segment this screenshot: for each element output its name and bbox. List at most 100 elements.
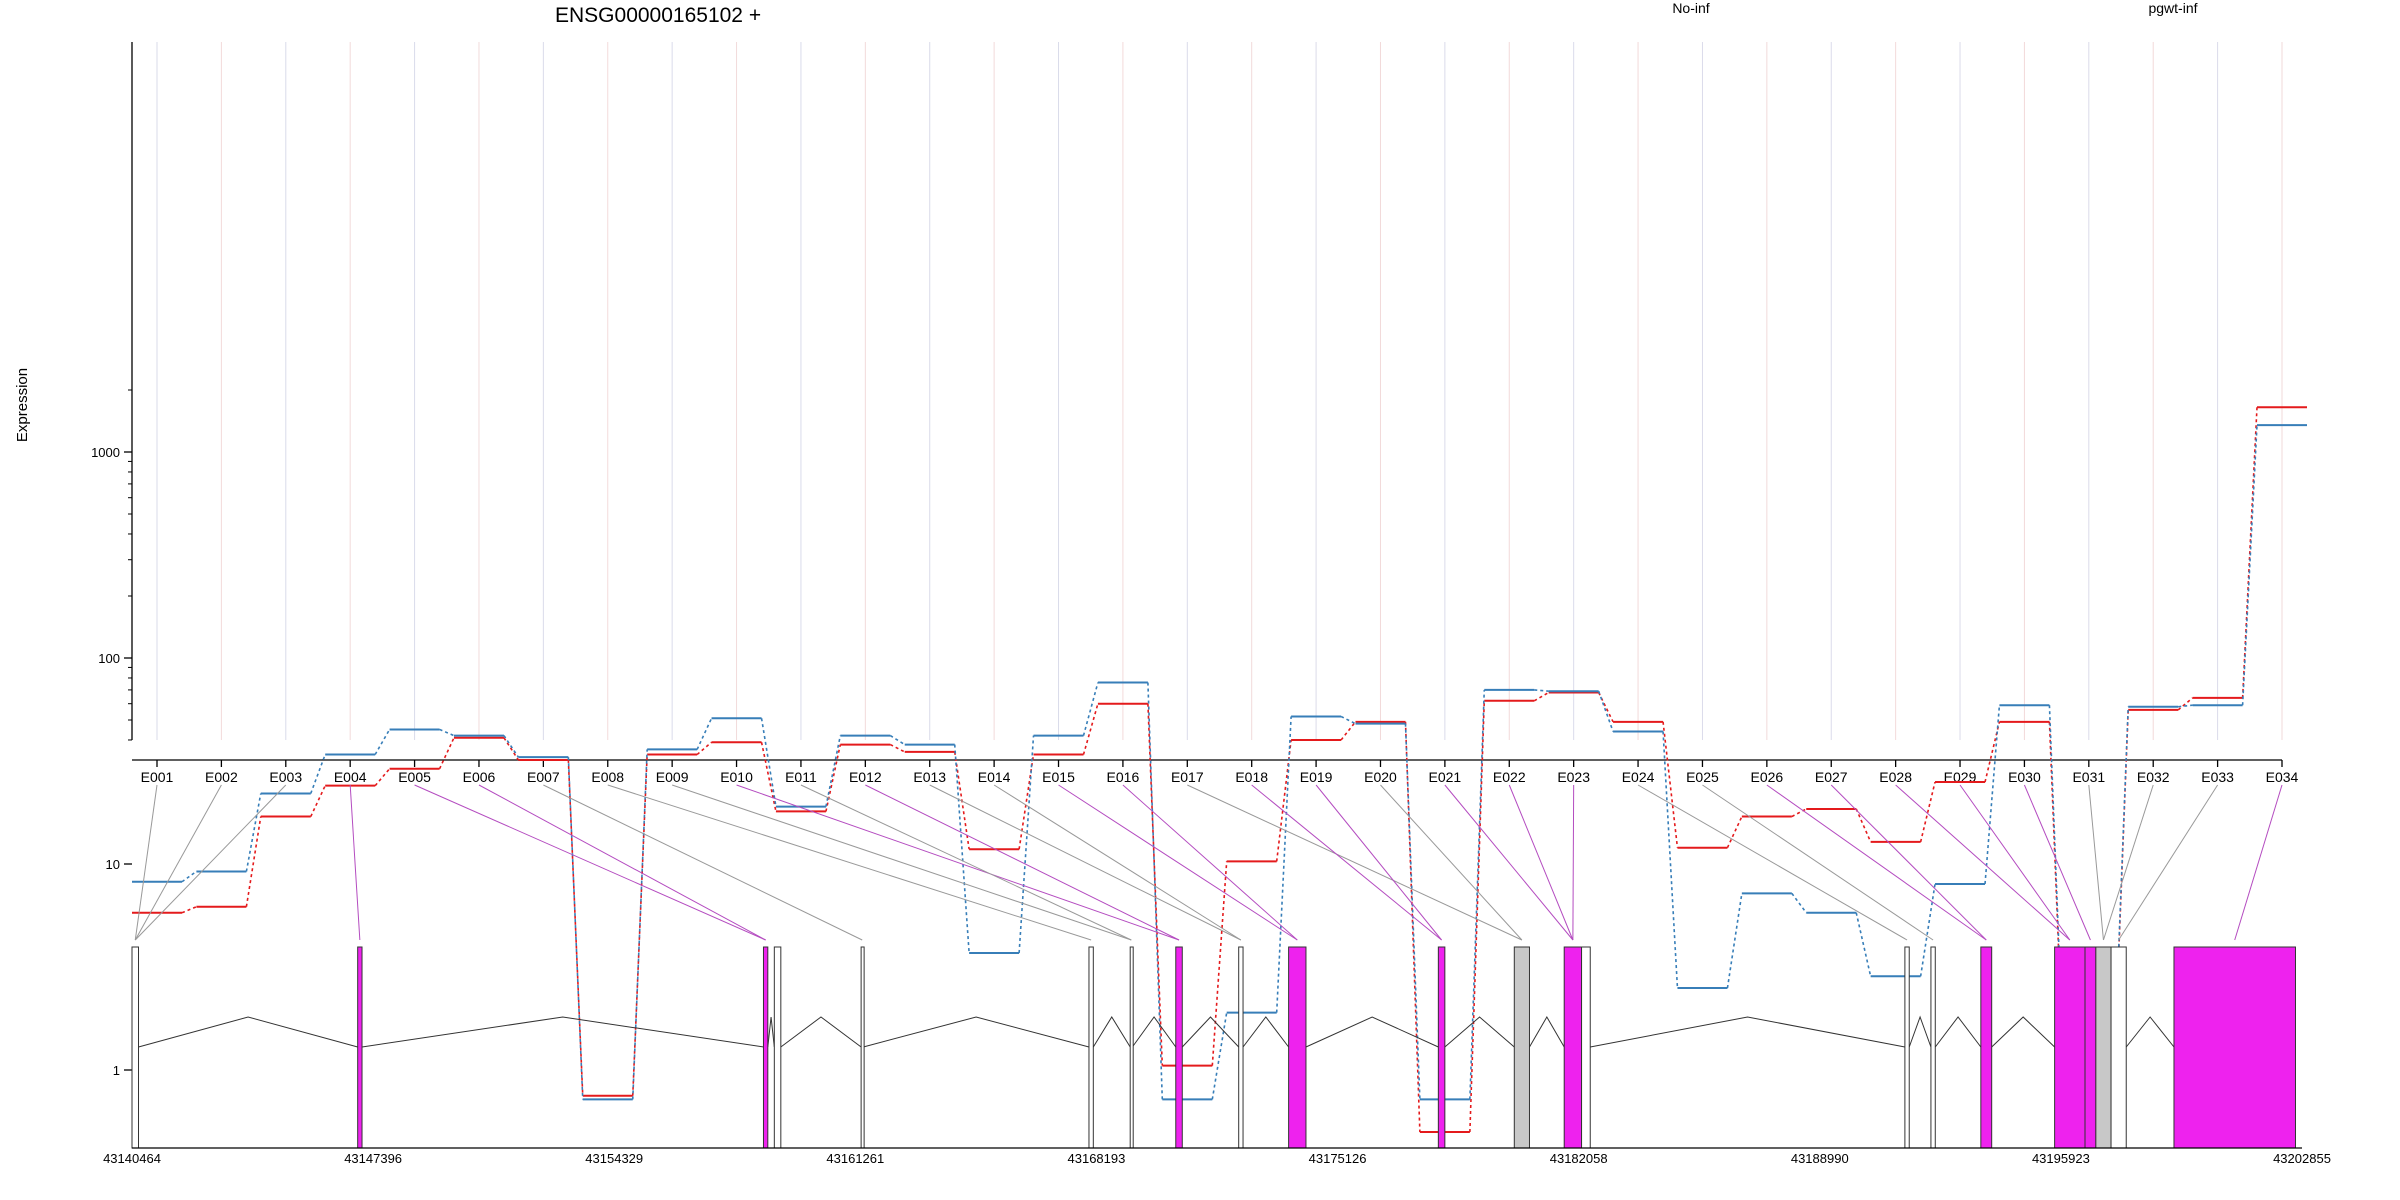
- series-connector: [503, 735, 520, 758]
- series-connector: [1597, 690, 1614, 732]
- exon-connector: [134, 784, 222, 941]
- y-axis-title: Expression: [14, 368, 31, 442]
- series-connector: [1469, 689, 1486, 1100]
- intron-line: [1590, 1016, 1905, 1048]
- x-tick-label: E015: [1042, 769, 1075, 785]
- x-tick-label: E016: [1107, 769, 1140, 785]
- x-tick-label: E025: [1686, 769, 1719, 785]
- intron-line: [1305, 1016, 1439, 1048]
- exon-connector: [993, 784, 1242, 941]
- series-connector: [1340, 715, 1356, 725]
- series-connector: [1018, 735, 1035, 954]
- genome-tick-label: 43195923: [2032, 1151, 2090, 1166]
- exon-box: [1437, 946, 1446, 1149]
- exon-box: [762, 946, 769, 1149]
- exon-box: [2110, 946, 2127, 1149]
- exon-connector: [349, 784, 361, 941]
- series-connector: [1662, 731, 1679, 989]
- x-tick-label: E014: [978, 769, 1011, 785]
- x-tick-label: E021: [1429, 769, 1462, 785]
- intron-line: [1092, 1016, 1131, 1048]
- series-connector: [1404, 721, 1421, 1133]
- exon-connector: [2088, 784, 2104, 941]
- intron-line: [767, 1016, 775, 1048]
- series-connector: [1534, 689, 1549, 692]
- series-connector: [631, 749, 648, 1100]
- series-connector: [1082, 703, 1099, 755]
- exon-connector: [1830, 784, 1987, 941]
- genome-tick-label: 43140464: [103, 1151, 161, 1166]
- x-tick-label: E012: [849, 769, 882, 785]
- exon-connector: [1251, 784, 1442, 941]
- series-connector: [1533, 691, 1550, 702]
- legend-label-pgwt-inf: pgwt-inf: [2148, 0, 2197, 16]
- exon-box: [1175, 946, 1183, 1149]
- x-tick-label: E020: [1364, 769, 1397, 785]
- series-connector: [2178, 704, 2193, 708]
- exon-box: [2054, 946, 2086, 1149]
- x-tick-label: E024: [1622, 769, 1655, 785]
- x-tick-label: E026: [1750, 769, 1783, 785]
- series-connector: [2241, 425, 2258, 706]
- exon-connector: [134, 784, 158, 941]
- exon-connector: [1766, 784, 1987, 941]
- series-connector: [181, 906, 197, 914]
- series-connector: [1340, 721, 1357, 741]
- exon-box: [2084, 946, 2097, 1149]
- exon-box: [1288, 946, 1307, 1149]
- exon-connector: [1895, 784, 2071, 941]
- series-connector: [825, 735, 842, 807]
- chart-title: ENSG00000165102 +: [555, 4, 761, 27]
- x-tick-label: E027: [1815, 769, 1848, 785]
- x-tick-label: E019: [1300, 769, 1333, 785]
- genome-tick-label: 43182058: [1550, 1151, 1608, 1166]
- exon-connector: [2023, 784, 2091, 941]
- series-connector: [181, 870, 197, 883]
- exon-connector: [1959, 784, 2071, 941]
- exon-box: [2095, 946, 2112, 1149]
- legend-label-no-inf: No-inf: [1672, 0, 1709, 16]
- x-tick-label: E003: [269, 769, 302, 785]
- y-tick-label: 10: [106, 857, 120, 872]
- series-connector: [889, 743, 906, 753]
- x-tick-label: E010: [720, 769, 753, 785]
- x-tick-label: E033: [2201, 769, 2234, 785]
- x-tick-label: E008: [591, 769, 624, 785]
- genome-tick-label: 43188990: [1791, 1151, 1849, 1166]
- series-connector: [1791, 892, 1807, 914]
- series-connector: [825, 744, 842, 812]
- series-connector: [1275, 716, 1292, 1013]
- genome-tick-label: 43154329: [585, 1151, 643, 1166]
- x-tick-label: E034: [2266, 769, 2299, 785]
- x-tick-label: E001: [141, 769, 174, 785]
- exon-connector: [1187, 784, 1523, 941]
- series-connector: [1919, 781, 1936, 843]
- intron-line: [863, 1016, 1090, 1048]
- series-connector: [245, 793, 262, 872]
- intron-line: [1242, 1016, 1290, 1048]
- intron-line: [1529, 1016, 1565, 1048]
- exon-connector: [1572, 784, 1575, 941]
- genome-tick-label: 43175126: [1309, 1151, 1367, 1166]
- exon-box: [1980, 946, 1993, 1149]
- series-connector: [1082, 682, 1099, 736]
- exon-connector: [1122, 784, 1298, 941]
- exon-connector: [865, 784, 1180, 941]
- series-connector: [953, 744, 970, 954]
- exon-connector: [736, 784, 1180, 941]
- series-connector: [1726, 893, 1743, 989]
- x-tick-label: E031: [2072, 769, 2105, 785]
- x-tick-label: E028: [1879, 769, 1912, 785]
- x-tick-label: E029: [1944, 769, 1977, 785]
- exon-box: [1930, 946, 1936, 1149]
- y-tick-label: 100: [98, 651, 120, 666]
- exon-box: [1513, 946, 1530, 1149]
- exon-connector: [607, 784, 1092, 941]
- series-connector: [1791, 808, 1807, 818]
- series-connector: [1404, 723, 1421, 1100]
- exon-connector: [2102, 784, 2154, 941]
- exon-connector: [1702, 784, 1934, 941]
- x-tick-label: E009: [656, 769, 689, 785]
- series-connector: [1147, 703, 1164, 1066]
